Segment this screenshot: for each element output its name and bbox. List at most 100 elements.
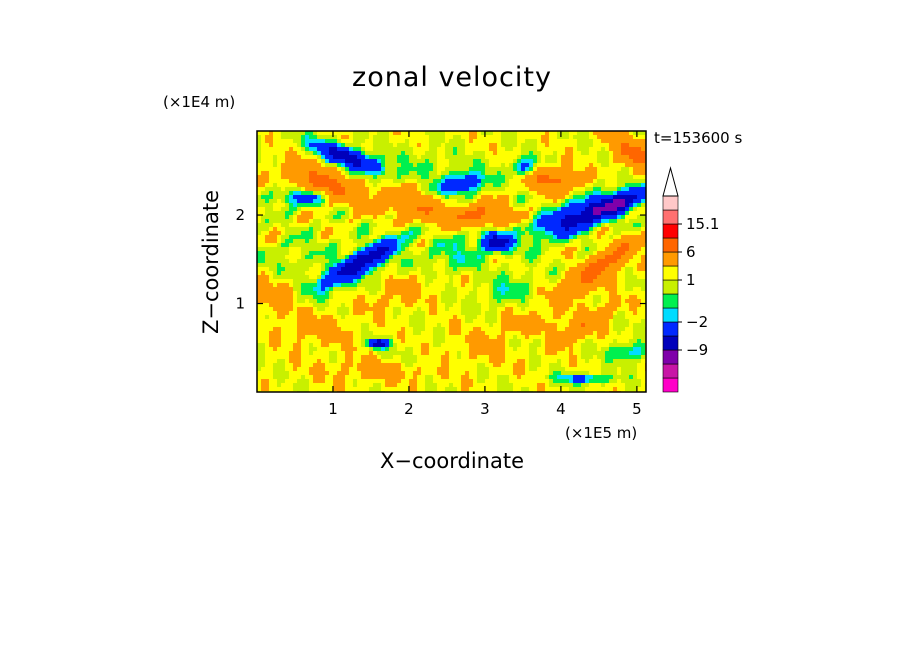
contour-cell	[325, 167, 330, 172]
contour-cell	[581, 311, 586, 316]
contour-cell	[325, 183, 330, 188]
contour-cell	[445, 159, 450, 164]
contour-cell	[489, 291, 494, 296]
contour-cell	[529, 243, 534, 248]
contour-cell	[593, 279, 598, 284]
contour-cell	[357, 155, 362, 160]
contour-cell	[545, 323, 550, 328]
contour-cell	[569, 199, 574, 204]
contour-cell	[549, 203, 554, 208]
contour-cell	[585, 311, 590, 316]
contour-cell	[621, 155, 626, 160]
contour-cell	[437, 267, 442, 272]
contour-cell	[489, 295, 494, 300]
contour-cell	[413, 191, 418, 196]
contour-cell	[345, 163, 350, 168]
contour-cell	[609, 327, 614, 332]
contour-cell	[329, 303, 334, 308]
contour-cell	[281, 247, 286, 252]
contour-cell	[385, 307, 390, 312]
contour-cell	[329, 211, 334, 216]
contour-cell	[485, 175, 490, 180]
contour-cell	[393, 327, 398, 332]
contour-cell	[529, 171, 534, 176]
contour-cell	[489, 219, 494, 224]
contour-cell	[625, 171, 630, 176]
contour-cell	[557, 231, 562, 236]
contour-cell	[481, 271, 486, 276]
contour-cell	[293, 311, 298, 316]
contour-cell	[477, 135, 482, 140]
contour-cell	[597, 211, 602, 216]
contour-cell	[465, 219, 470, 224]
contour-cell	[485, 187, 490, 192]
contour-cell	[301, 275, 306, 280]
contour-cell	[517, 327, 522, 332]
contour-cell	[617, 247, 622, 252]
contour-cell	[401, 219, 406, 224]
contour-cell	[305, 179, 310, 184]
contour-cell	[489, 211, 494, 216]
contour-cell	[297, 211, 302, 216]
contour-cell	[453, 191, 458, 196]
contour-cell	[573, 299, 578, 304]
contour-cell	[601, 331, 606, 336]
contour-cell	[577, 307, 582, 312]
contour-cell	[489, 307, 494, 312]
contour-cell	[313, 319, 318, 324]
contour-cell	[265, 243, 270, 248]
contour-cell	[549, 167, 554, 172]
contour-cell	[453, 131, 458, 136]
contour-cell	[393, 319, 398, 324]
contour-cell	[577, 271, 582, 276]
contour-cell	[477, 247, 482, 252]
contour-cell	[577, 239, 582, 244]
contour-cell	[261, 307, 266, 312]
contour-cell	[513, 155, 518, 160]
contour-cell	[593, 315, 598, 320]
contour-cell	[269, 251, 274, 256]
contour-cell	[561, 259, 566, 264]
contour-cell	[533, 283, 538, 288]
contour-cell	[625, 275, 630, 280]
contour-cell	[625, 287, 630, 292]
contour-cell	[449, 231, 454, 236]
contour-cell	[625, 235, 630, 240]
contour-cell	[485, 311, 490, 316]
contour-cell	[261, 223, 266, 228]
contour-cell	[481, 311, 486, 316]
contour-cell	[557, 211, 562, 216]
contour-cell	[581, 267, 586, 272]
contour-cell	[461, 243, 466, 248]
contour-cell	[373, 207, 378, 212]
contour-cell	[557, 239, 562, 244]
contour-cell	[297, 239, 302, 244]
contour-cell	[437, 163, 442, 168]
contour-cell	[357, 135, 362, 140]
contour-cell	[569, 247, 574, 252]
contour-cell	[597, 243, 602, 248]
contour-cell	[617, 203, 622, 208]
contour-cell	[545, 143, 550, 148]
contour-cell	[605, 271, 610, 276]
contour-cell	[437, 319, 442, 324]
contour-cell	[341, 247, 346, 252]
contour-cell	[569, 295, 574, 300]
contour-cell	[609, 323, 614, 328]
contour-cell	[433, 315, 438, 320]
contour-cell	[541, 187, 546, 192]
contour-cell	[473, 247, 478, 252]
contour-cell	[529, 135, 534, 140]
contour-cell	[525, 231, 530, 236]
contour-cell	[581, 299, 586, 304]
contour-cell	[545, 131, 550, 136]
contour-cell	[577, 207, 582, 212]
contour-cell	[341, 191, 346, 196]
contour-cell	[509, 171, 514, 176]
contour-cell	[529, 207, 534, 212]
contour-cell	[609, 131, 614, 136]
contour-cell	[281, 147, 286, 152]
contour-cell	[585, 291, 590, 296]
contour-cell	[529, 303, 534, 308]
contour-cell	[421, 235, 426, 240]
